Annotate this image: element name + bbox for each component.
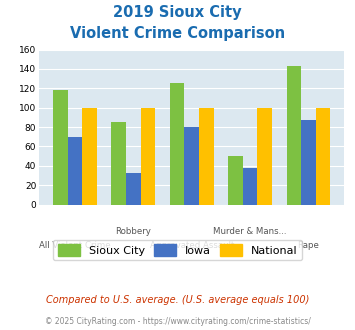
Bar bbox=[111, 122, 126, 205]
Bar bbox=[184, 127, 199, 205]
Text: © 2025 CityRating.com - https://www.cityrating.com/crime-statistics/: © 2025 CityRating.com - https://www.city… bbox=[45, 317, 310, 326]
Text: Compared to U.S. average. (U.S. average equals 100): Compared to U.S. average. (U.S. average … bbox=[46, 295, 309, 305]
Bar bbox=[170, 83, 184, 205]
Text: 2019 Sioux City: 2019 Sioux City bbox=[113, 5, 242, 20]
Bar bbox=[301, 120, 316, 205]
Text: Rape: Rape bbox=[297, 241, 320, 250]
Bar bbox=[228, 156, 243, 205]
Bar bbox=[82, 108, 97, 205]
Text: Murder & Mans...: Murder & Mans... bbox=[213, 227, 287, 236]
Bar bbox=[199, 108, 214, 205]
Bar bbox=[53, 90, 67, 205]
Bar bbox=[257, 108, 272, 205]
Bar bbox=[126, 173, 141, 205]
Text: Robbery: Robbery bbox=[115, 227, 151, 236]
Bar bbox=[243, 168, 257, 205]
Bar bbox=[141, 108, 155, 205]
Text: All Violent Crime: All Violent Crime bbox=[39, 241, 111, 250]
Bar bbox=[67, 137, 82, 205]
Bar bbox=[286, 66, 301, 205]
Bar bbox=[316, 108, 331, 205]
Legend: Sioux City, Iowa, National: Sioux City, Iowa, National bbox=[53, 240, 302, 260]
Text: Aggravated Assault: Aggravated Assault bbox=[149, 241, 234, 250]
Text: Violent Crime Comparison: Violent Crime Comparison bbox=[70, 26, 285, 41]
